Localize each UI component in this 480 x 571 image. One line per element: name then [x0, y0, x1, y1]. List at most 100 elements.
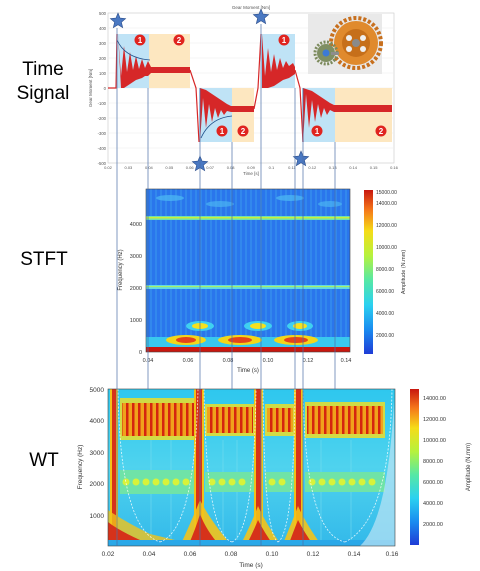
ytick: 1000 — [130, 318, 142, 324]
badge-label: 1 — [315, 127, 320, 136]
xtick: 0.16 — [386, 551, 399, 558]
stft-ylabel: Frequency (Hz) — [118, 249, 124, 290]
ytick: 2000 — [90, 481, 105, 488]
wt-ylabel: Frequency (Hz) — [77, 445, 84, 490]
xtick: 0.15 — [370, 165, 379, 170]
xtick: 0.02 — [102, 551, 115, 558]
stft-yticks: 4000 3000 2000 1000 0 — [130, 222, 142, 356]
xtick: 0.10 — [263, 358, 274, 364]
phase-badge — [311, 125, 323, 137]
ytick: 300 — [99, 41, 107, 46]
colorbar-tick: 15000.00 — [376, 190, 397, 196]
badge-label: 1 — [220, 127, 225, 136]
phase-badge — [278, 34, 290, 46]
wt-band-4000 — [120, 398, 385, 440]
ytick: -100 — [98, 101, 107, 106]
envelope-a — [116, 39, 151, 61]
xtick: 0.14 — [348, 551, 361, 558]
wt-yticks: 5000 4000 3000 2000 1000 — [90, 387, 105, 520]
star-icon — [252, 8, 270, 25]
ytick: -200 — [98, 116, 107, 121]
wt-colorbar — [410, 389, 419, 545]
xtick: 0.08 — [223, 358, 234, 364]
xtick: 0.04 — [145, 165, 154, 170]
xtick: 0.14 — [341, 358, 352, 364]
badge-label: 1 — [282, 36, 287, 45]
time-signal-yticks: 500 400 300 200 100 0 -100 -200 -300 -40… — [98, 11, 107, 166]
star-icon — [109, 12, 127, 29]
colorbar-tick: 10000.00 — [376, 245, 397, 251]
xtick: 0.10 — [266, 551, 279, 558]
stft-colorbar — [364, 190, 373, 354]
ytick: 1000 — [90, 513, 105, 520]
ytick: 0 — [104, 86, 107, 91]
badge-label: 1 — [138, 36, 143, 45]
wt-plot: Frequency (Hz) Time (s) 5000 4000 3000 2… — [77, 387, 472, 569]
colorbar-tick: 2000.00 — [423, 522, 443, 528]
xtick: 0.14 — [349, 165, 358, 170]
xtick: 0.08 — [227, 165, 236, 170]
wt-colorbar-ticks: 14000.00 12000.00 10000.00 8000.00 6000.… — [423, 396, 446, 528]
wt-transients — [110, 389, 303, 546]
time-signal-label-line1: Time — [22, 59, 64, 80]
wt-band-2000 — [120, 470, 385, 494]
ytick: 5000 — [90, 387, 105, 394]
xtick: 0.08 — [225, 551, 238, 558]
gear-illustration — [308, 14, 383, 74]
stft-frame — [145, 188, 351, 353]
xtick: 0.06 — [183, 358, 194, 364]
wt-edge-region — [360, 400, 395, 546]
xtick: 0.13 — [329, 165, 338, 170]
wt-colorbar-label: Amplitude (N.mm) — [466, 443, 472, 491]
colorbar-tick: 2000.00 — [376, 333, 394, 339]
colorbar-tick: 14000.00 — [376, 201, 397, 207]
xtick: 0.02 — [104, 165, 113, 170]
xtick: 0.16 — [390, 165, 399, 170]
colorbar-tick: 12000.00 — [376, 223, 397, 229]
colorbar-tick: 8000.00 — [376, 267, 394, 273]
signal-bands — [118, 34, 392, 142]
badge-label: 2 — [241, 127, 246, 136]
wt-xticks: 0.02 0.04 0.06 0.08 0.10 0.12 0.14 0.16 — [102, 551, 399, 558]
colorbar-tick: 4000.00 — [376, 311, 394, 317]
xtick: 0.06 — [186, 165, 195, 170]
stft-xlabel: Time (s) — [237, 368, 259, 374]
ytick: 400 — [99, 26, 107, 31]
xtick: 0.06 — [184, 551, 197, 558]
colorbar-tick: 4000.00 — [423, 501, 443, 507]
ytick: 4000 — [130, 222, 142, 228]
ytick: 0 — [139, 350, 142, 356]
phase-badge — [237, 125, 249, 137]
xtick: 0.05 — [165, 165, 174, 170]
wt-frame — [107, 388, 396, 547]
stft-colorbar-ticks: 15000.00 14000.00 12000.00 10000.00 8000… — [376, 190, 397, 339]
time-signal-label-line2: Signal — [16, 83, 70, 104]
xtick: 0.12 — [303, 358, 314, 364]
xtick: 0.07 — [206, 165, 215, 170]
phase-badge — [173, 34, 185, 46]
phase-badge — [134, 34, 146, 46]
time-signal-xlabel: Time [s] — [243, 171, 259, 176]
wt-label: WT — [29, 450, 59, 471]
ytick: -400 — [98, 146, 107, 151]
zone2-b — [232, 88, 254, 142]
stft-xticks: 0.04 0.06 0.08 0.10 0.12 0.14 — [143, 358, 352, 364]
time-signal-label: Time Signal — [8, 58, 78, 106]
time-signal-xticks: 0.02 0.03 0.04 0.05 0.06 0.07 0.08 0.09 … — [104, 165, 399, 170]
stft-plot: Frequency (Hz) Time (s) 4000 3000 2000 1… — [118, 188, 407, 374]
ytick: -500 — [98, 161, 107, 166]
xtick: 0.12 — [307, 551, 320, 558]
stft-features — [146, 195, 350, 352]
ytick: 3000 — [90, 450, 105, 457]
time-signal-ylabel: Gear Moment [Nm] — [88, 69, 93, 107]
stft-colorbar-label: Amplitude (N.mm) — [401, 250, 407, 294]
ytick: 4000 — [90, 418, 105, 425]
phase-badge — [375, 125, 387, 137]
ytick: 100 — [99, 71, 107, 76]
phase-badge — [216, 125, 228, 137]
colorbar-tick: 8000.00 — [423, 459, 443, 465]
wt-cone-of-influence — [117, 388, 393, 543]
ytick: 500 — [99, 11, 107, 16]
ytick: 3000 — [130, 254, 142, 260]
